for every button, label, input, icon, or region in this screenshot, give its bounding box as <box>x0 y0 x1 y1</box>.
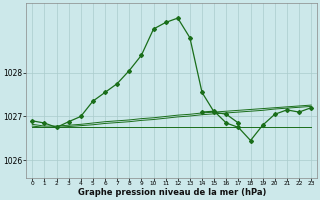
X-axis label: Graphe pression niveau de la mer (hPa): Graphe pression niveau de la mer (hPa) <box>77 188 266 197</box>
